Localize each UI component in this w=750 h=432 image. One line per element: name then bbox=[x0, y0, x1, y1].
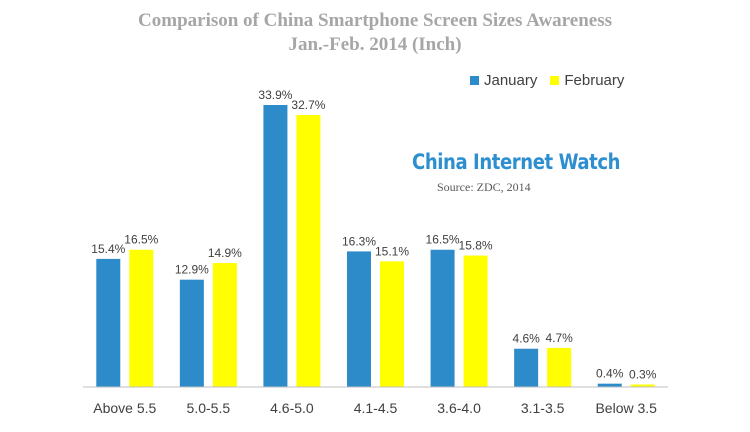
chart-title-line-2: Jan.-Feb. 2014 (Inch) bbox=[288, 34, 462, 55]
data-label-february-6: 0.3% bbox=[629, 368, 657, 382]
chart-title-line-1: Comparison of China Smartphone Screen Si… bbox=[138, 10, 612, 31]
watermark-logo: China Internet Watch bbox=[412, 150, 621, 174]
x-tick-label-2: 4.6-5.0 bbox=[270, 400, 314, 416]
bar-january-2 bbox=[263, 105, 288, 387]
data-label-january-6: 0.4% bbox=[596, 367, 624, 381]
data-label-january-3: 16.3% bbox=[342, 234, 376, 248]
bar-february-3 bbox=[380, 261, 404, 387]
bar-january-4 bbox=[430, 249, 455, 387]
legend-label-january: January bbox=[484, 72, 538, 89]
data-label-february-1: 14.9% bbox=[208, 246, 242, 260]
legend-label-february: February bbox=[564, 72, 625, 89]
data-label-january-1: 12.9% bbox=[175, 263, 209, 277]
x-tick-label-6: Below 3.5 bbox=[595, 400, 657, 416]
x-tick-label-4: 3.6-4.0 bbox=[437, 400, 481, 416]
data-label-january-0: 15.4% bbox=[91, 242, 125, 256]
x-tick-label-1: 5.0-5.5 bbox=[187, 400, 231, 416]
data-label-february-4: 15.8% bbox=[459, 239, 493, 253]
x-tick-label-3: 4.1-4.5 bbox=[354, 400, 398, 416]
bar-february-1 bbox=[212, 263, 237, 387]
legend-swatch-january bbox=[470, 76, 479, 85]
data-label-february-5: 4.7% bbox=[545, 331, 573, 345]
data-label-february-0: 16.5% bbox=[124, 233, 158, 247]
bar-january-3 bbox=[347, 251, 371, 387]
data-label-february-3: 15.1% bbox=[375, 244, 409, 258]
source-note: Source: ZDC, 2014 bbox=[437, 180, 531, 194]
chart-legend: January February bbox=[470, 72, 637, 89]
bar-february-0 bbox=[129, 249, 154, 387]
x-tick-label-5: 3.1-3.5 bbox=[521, 400, 565, 416]
bar-february-6 bbox=[630, 384, 655, 387]
bar-february-4 bbox=[463, 255, 488, 387]
bar-february-2 bbox=[296, 114, 321, 387]
bar-february-5 bbox=[547, 347, 572, 387]
data-label-january-5: 4.6% bbox=[512, 332, 540, 346]
x-tick-label-0: Above 5.5 bbox=[93, 400, 156, 416]
legend-item-january: January bbox=[470, 72, 537, 89]
bar-january-1 bbox=[179, 279, 204, 387]
legend-swatch-february bbox=[550, 76, 560, 85]
data-label-january-2: 33.9% bbox=[258, 88, 292, 102]
data-label-january-4: 16.5% bbox=[426, 233, 460, 247]
data-label-february-2: 32.7% bbox=[291, 98, 325, 112]
bar-january-5 bbox=[514, 348, 539, 387]
legend-item-february: February bbox=[550, 72, 624, 89]
bar-january-6 bbox=[597, 383, 622, 387]
bar-january-0 bbox=[96, 258, 121, 387]
